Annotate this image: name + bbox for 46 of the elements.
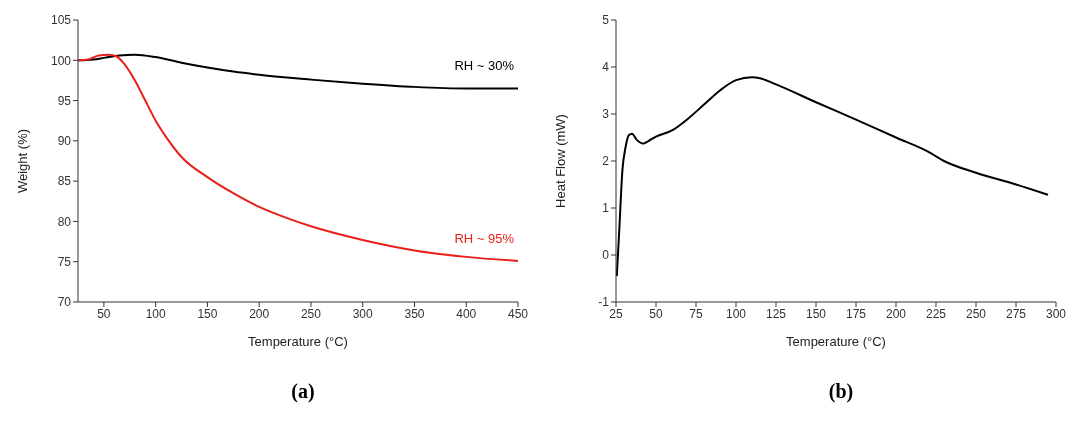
y-axis-title: Weight (%) — [14, 128, 30, 194]
series-label: RH ~ 95% — [454, 230, 515, 246]
x-tick-label: 75 — [689, 306, 703, 321]
y-axis-title: Heat Flow (mW) — [552, 114, 568, 208]
y-tick-label: 5 — [602, 13, 610, 28]
x-tick-label: 50 — [97, 306, 111, 321]
x-tick-label: 450 — [507, 306, 529, 321]
x-tick-label: 250 — [965, 306, 987, 321]
x-tick-label: 250 — [300, 306, 322, 321]
y-tick-label: 3 — [602, 107, 610, 122]
y-tick-label: 1 — [602, 201, 610, 216]
series-label: RH ~ 30% — [454, 58, 515, 74]
y-tick-label: 100 — [50, 53, 72, 68]
y-tick-label: 70 — [57, 295, 72, 310]
x-tick-label: 100 — [725, 306, 747, 321]
x-tick-label: 225 — [925, 306, 947, 321]
y-tick-label: 0 — [602, 248, 610, 263]
x-axis-title: Temperature (°C) — [786, 334, 886, 349]
x-tick-label: 200 — [249, 306, 270, 321]
x-tick-label: 350 — [404, 306, 425, 321]
x-tick-label: 275 — [1005, 306, 1027, 321]
line-series — [616, 76, 1049, 278]
y-tick-label: -1 — [598, 295, 610, 310]
y-tick-label: 2 — [602, 154, 610, 169]
x-tick-label: 300 — [1045, 306, 1067, 321]
text: (b) — [827, 380, 855, 403]
y-tick-label: 75 — [57, 254, 72, 269]
x-tick-label: 100 — [145, 306, 166, 321]
x-tick-label: 400 — [456, 306, 477, 321]
y-tick-label: 90 — [57, 134, 72, 149]
x-tick-label: 175 — [845, 306, 867, 321]
x-tick-label: 150 — [805, 306, 827, 321]
y-tick-label: 95 — [57, 93, 72, 108]
line-series — [78, 53, 518, 262]
y-tick-label: 85 — [57, 174, 72, 189]
x-tick-label: 125 — [765, 306, 787, 321]
x-tick-label: 150 — [197, 306, 218, 321]
x-tick-label: 25 — [609, 306, 623, 321]
x-axis-title: Temperature (°C) — [248, 334, 348, 349]
text: (a) — [290, 380, 316, 403]
x-tick-label: 300 — [352, 306, 374, 321]
x-tick-label: 50 — [649, 306, 663, 321]
y-tick-label: 105 — [50, 13, 72, 28]
y-tick-label: 80 — [57, 214, 72, 229]
y-tick-label: 4 — [602, 60, 610, 75]
x-tick-label: 200 — [885, 306, 907, 321]
